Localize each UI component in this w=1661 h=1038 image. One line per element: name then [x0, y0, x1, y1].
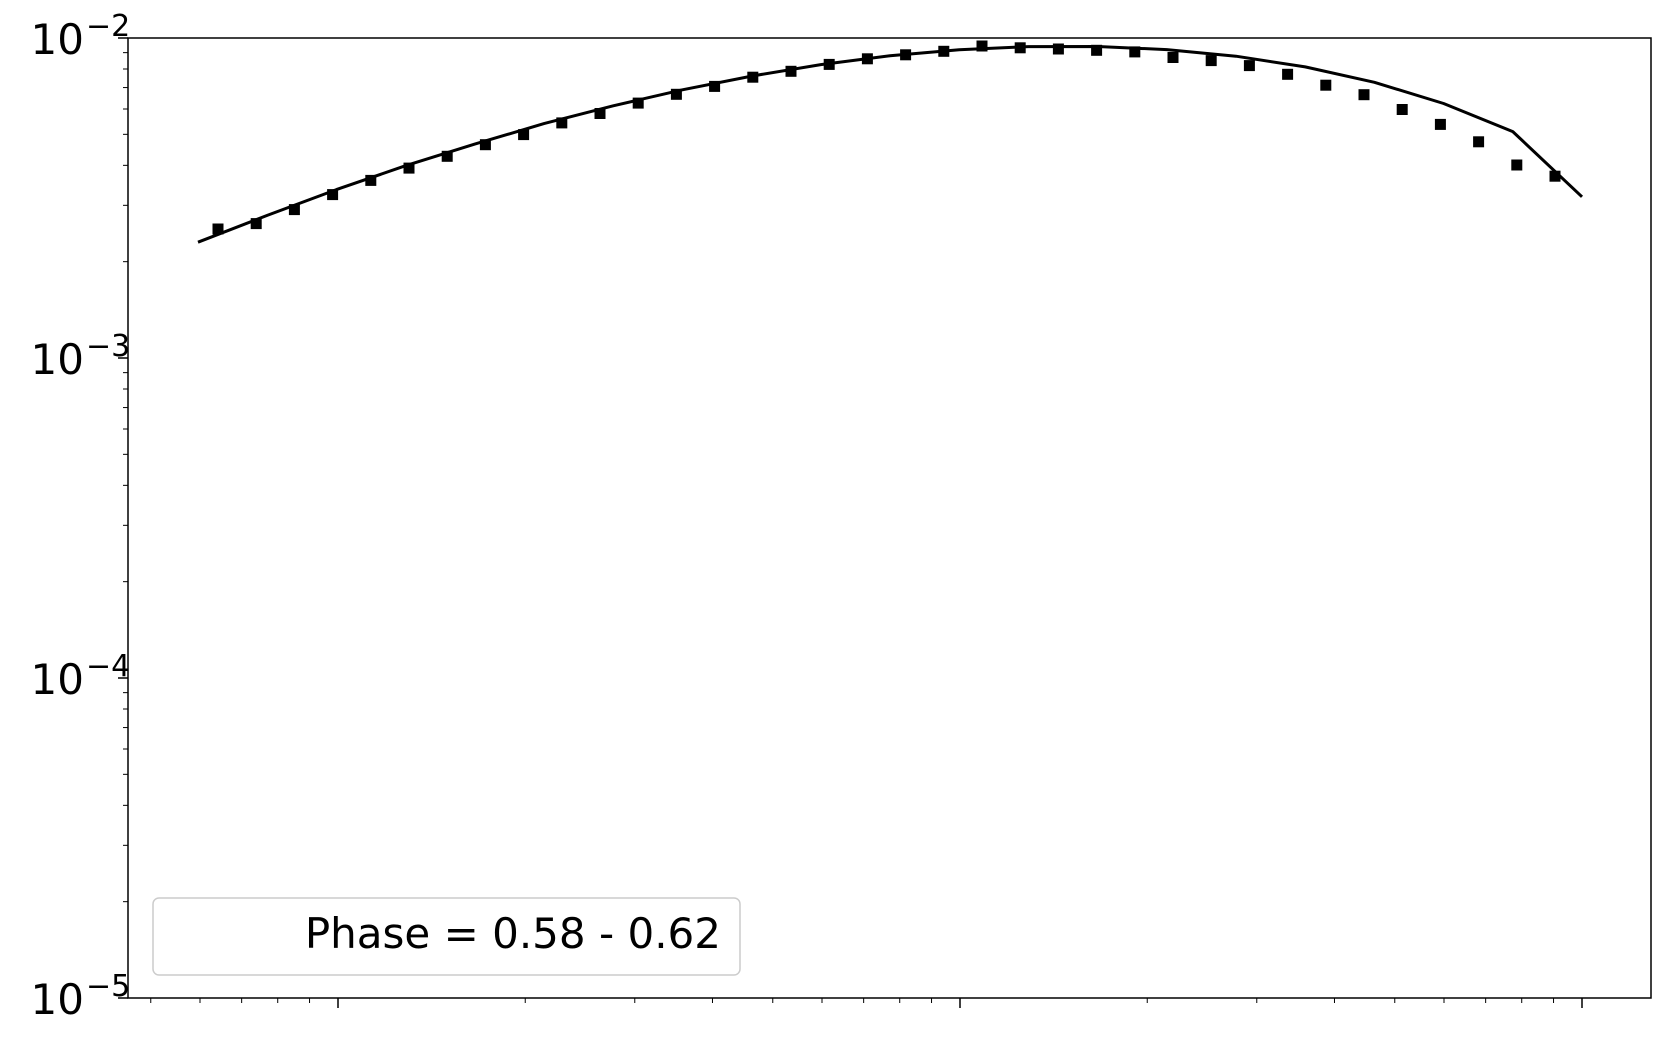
y-axis-ticks: [118, 37, 128, 999]
data-point: [1473, 136, 1485, 148]
data-point: [632, 97, 644, 109]
legend-text: Phase = 0.58 - 0.62: [305, 909, 721, 958]
data-point: [861, 53, 873, 65]
y-tick-label-exponent: −2: [86, 9, 130, 44]
legend-box: [152, 897, 741, 976]
x-axis-ticks: [150, 998, 1583, 1008]
series-layer: [197, 40, 1584, 244]
data-point: [1091, 44, 1103, 56]
data-point: [1434, 118, 1446, 130]
data-point: [288, 204, 300, 216]
data-point: [212, 223, 224, 235]
y-tick-label-exponent: −5: [86, 969, 130, 1004]
data-point: [365, 174, 377, 186]
data-point: [747, 71, 759, 83]
data-point: [1243, 60, 1255, 72]
data-point: [1396, 104, 1408, 115]
data-point: [670, 88, 682, 100]
data-point: [823, 58, 835, 70]
data-point: [1282, 68, 1294, 80]
y-tick-label-exponent: −4: [86, 649, 130, 684]
data-point: [1205, 55, 1217, 67]
data-point: [1511, 159, 1523, 171]
y-tick-label: 10: [31, 335, 84, 384]
data-point: [1358, 89, 1370, 101]
data-point: [1167, 52, 1179, 63]
data-point: [785, 65, 797, 77]
data-point: [1549, 170, 1561, 182]
data-point: [1052, 43, 1064, 55]
y-tick-label-exponent: −3: [86, 329, 130, 364]
fit-line: [197, 45, 1584, 244]
data-point: [479, 139, 491, 151]
data-point: [938, 45, 950, 57]
data-point: [518, 129, 530, 141]
data-point: [250, 218, 262, 230]
y-tick-label: 10: [31, 975, 84, 1024]
legend: Phase = 0.58 - 0.62: [152, 897, 741, 976]
plot-area-frame: [127, 37, 1652, 999]
data-point: [403, 162, 415, 174]
y-tick-label: 10: [31, 655, 84, 704]
y-tick-label: 10: [31, 15, 84, 64]
data-point: [709, 80, 721, 92]
data-point: [900, 49, 912, 61]
data-point: [1320, 79, 1332, 91]
y-axis-tick-labels: 10−210−310−410−5: [31, 9, 131, 1024]
data-point: [1014, 42, 1026, 54]
data-point: [327, 189, 339, 201]
data-point: [594, 108, 606, 119]
data-point: [441, 150, 453, 162]
data-point: [556, 117, 568, 129]
data-point: [976, 40, 988, 52]
data-point: [1129, 46, 1141, 58]
